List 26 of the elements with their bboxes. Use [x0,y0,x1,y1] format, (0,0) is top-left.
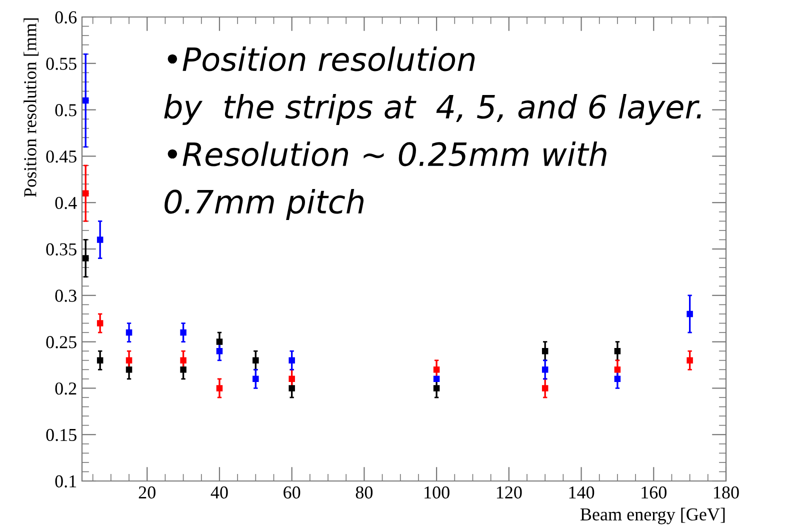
y-tick-label: 0.2 [55,382,76,395]
y-axis-title: Position resolution [mm] [24,18,39,198]
y-tick-label: 0.6 [55,11,77,24]
x-tick-label: 180 [714,486,739,499]
y-tick-label: 0.15 [46,428,76,442]
x-tick-label: 40 [210,486,228,499]
x-tick-label: 100 [424,486,450,499]
x-tick-label: 140 [569,486,594,499]
y-tick-label: 0.45 [46,150,76,163]
x-tick-label: 80 [356,486,373,499]
y-tick-label: 0.5 [55,104,76,116]
annotation: 0.7mm pitch [164,189,364,220]
y-tick-label: 0.35 [46,243,76,256]
y-tick-label: 0.1 [55,475,76,488]
annotation: •Position resolution [168,46,475,72]
x-tick-label: 160 [642,486,666,499]
x-tick-label: 20 [138,486,156,499]
y-tick-label: 0.3 [55,290,76,302]
y-tick-label: 0.4 [55,196,77,210]
x-tick-label: 120 [496,486,522,499]
y-tick-label: 0.25 [46,336,76,348]
x-axis-title: Beam energy [GeV] [580,508,725,524]
x-tick-label: 60 [284,486,300,499]
y-tick-label: 0.55 [46,58,76,70]
annotation: by the strips at 4, 5, and 6 layer. [164,94,701,125]
annotation: •Resolution ~ 0.25mm with [168,142,606,166]
